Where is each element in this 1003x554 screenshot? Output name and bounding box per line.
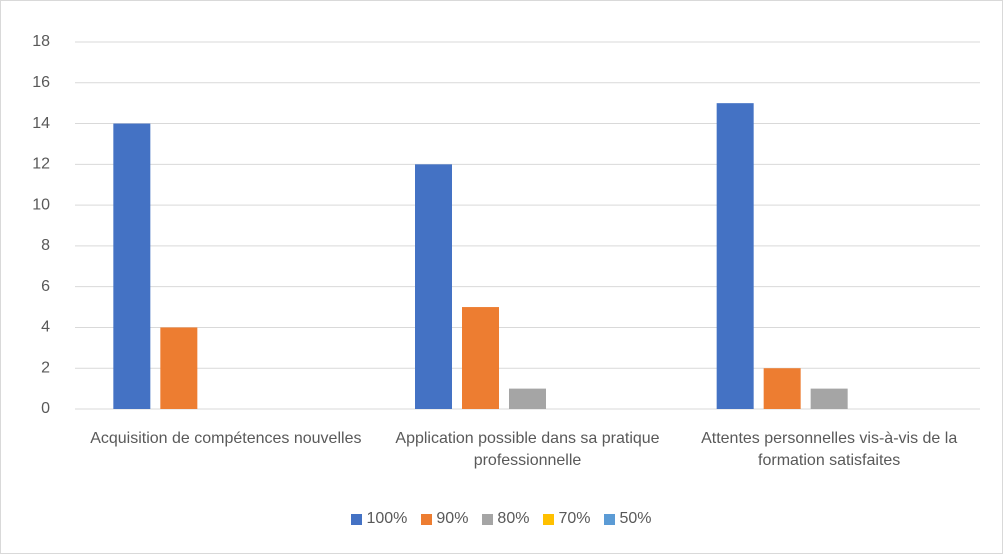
legend-item: 70% — [543, 510, 590, 528]
legend-swatch — [351, 513, 363, 525]
legend-label: 90% — [436, 510, 469, 527]
y-tick-label: 18 — [32, 33, 50, 50]
bar — [716, 103, 754, 410]
bar — [160, 327, 198, 409]
bar — [509, 388, 546, 409]
bar — [415, 164, 452, 409]
bar — [763, 368, 801, 409]
legend-swatch — [543, 513, 555, 525]
x-tick-label: Acquisition de compétences nouvelles — [90, 430, 362, 447]
legend-swatch — [604, 513, 616, 525]
y-tick-label: 16 — [32, 74, 50, 91]
legend-item: 80% — [482, 510, 529, 528]
bar — [810, 388, 848, 409]
y-tick-label: 8 — [41, 237, 50, 254]
legend-label: 80% — [497, 510, 530, 527]
x-tick-label: Application possible dans sa pratique pr… — [395, 430, 660, 469]
y-tick-label: 2 — [41, 359, 50, 376]
y-tick-label: 12 — [32, 156, 50, 173]
y-tick-label: 10 — [32, 196, 50, 213]
legend-label: 100% — [366, 510, 408, 527]
legend-swatch — [482, 513, 494, 525]
y-tick-label: 6 — [41, 278, 50, 295]
legend-label: 70% — [558, 510, 591, 527]
x-tick-label: Attentes personnelles vis-à-vis de la fo… — [701, 430, 958, 469]
legend-item: 50% — [604, 510, 652, 528]
bar — [462, 307, 499, 409]
y-tick-label: 4 — [41, 319, 50, 336]
y-tick-label: 14 — [32, 115, 50, 132]
legend-label: 50% — [619, 510, 652, 527]
legend-item: 100% — [351, 510, 407, 528]
legend-swatch — [421, 513, 433, 525]
bar — [113, 123, 151, 410]
y-tick-label: 0 — [41, 400, 50, 417]
legend: 100% 90% 80% 70% 50% — [0, 510, 1003, 528]
legend-item: 90% — [421, 510, 468, 528]
